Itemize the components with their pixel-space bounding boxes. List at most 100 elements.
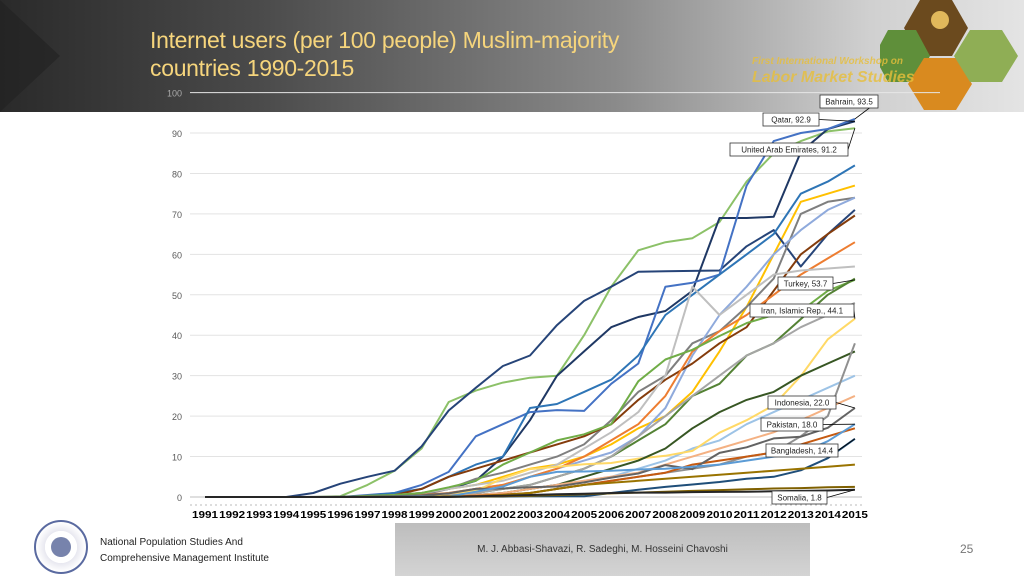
x-tick-label: 2005 [571, 509, 597, 521]
callout-box [762, 112, 820, 127]
series-line-6 [205, 164, 856, 498]
callout-pakistan: Pakistan, 18.0 [760, 417, 855, 432]
callout-leader-line [826, 489, 856, 498]
callout-bahrain: Bahrain, 93.5 [819, 94, 879, 120]
authors: M. J. Abbasi-Shavazi, R. Sadeghi, M. Hos… [477, 544, 728, 555]
callout-label: Indonesia, 22.0 [775, 399, 830, 408]
y-tick-label: 30 [172, 372, 182, 382]
x-tick-label: 2007 [625, 509, 651, 521]
callout-box [777, 276, 834, 291]
y-tick-label: 20 [172, 412, 182, 422]
x-tick-label: 2003 [517, 509, 543, 521]
y-tick-label: 80 [172, 169, 182, 179]
callout-qatar: Qatar, 92.9 [762, 112, 855, 127]
callout-box [767, 395, 837, 410]
x-tick-label: 1994 [273, 509, 299, 521]
series-line-11 [205, 265, 855, 498]
slide-title: Internet users (per 100 people) Muslim-m… [150, 26, 619, 82]
callout-leader-line [837, 438, 856, 451]
callout-label: Qatar, 92.9 [771, 116, 811, 125]
y-tick-label: 100 [167, 89, 182, 99]
x-tick-label: 2015 [842, 509, 868, 521]
callout-box [760, 417, 824, 432]
workshop-photo-hexagons [880, 0, 1018, 110]
callout-box [749, 303, 855, 318]
x-tick-label: 2012 [761, 509, 787, 521]
y-axis-ticks: 0 10 20 30 40 50 60 70 80 90 100 [167, 89, 182, 503]
series-line-1 [205, 184, 856, 498]
page-number: 25 [960, 542, 974, 556]
y-tick-label: 40 [172, 331, 182, 341]
x-tick-label: 2009 [679, 509, 705, 521]
hexagon-worker-photo [908, 58, 972, 110]
x-tick-label: 2014 [815, 509, 841, 521]
brand-line-2: Labor Market Studies [752, 69, 915, 86]
callout-label: Turkey, 53.7 [784, 280, 828, 289]
x-tick-label: 1993 [246, 509, 272, 521]
header-chevron-decoration [0, 0, 60, 112]
data-callouts: United Arab Emirates, 91.2 Qatar, 92.9 Bah… [729, 94, 879, 505]
footer-authors-box: M. J. Abbasi-Shavazi, R. Sadeghi, M. Hos… [395, 523, 810, 576]
y-tick-label: 90 [172, 129, 182, 139]
y-tick-label: 70 [172, 210, 182, 220]
x-axis-ticks: 1991 1992 1993 1994 1995 1996 1997 1998 1999 2000… [192, 509, 868, 521]
callout-box [765, 443, 839, 458]
y-tick-label: 10 [172, 453, 182, 463]
callout-label: Bahrain, 93.5 [825, 98, 873, 107]
hexagon-green-photo [954, 30, 1018, 82]
x-tick-label: 2001 [463, 509, 489, 521]
x-tick-label: 2004 [544, 509, 570, 521]
series-line-somalia [205, 488, 855, 498]
workshop-brand: First International Workshop on Labor Ma… [752, 56, 915, 87]
callout-label: Iran, Islamic Rep., 44.1 [761, 307, 844, 316]
callout-box [771, 490, 828, 505]
series-line-pakistan [205, 423, 856, 498]
callout-turkey: Turkey, 53.7 [777, 276, 855, 291]
x-tick-label: 1992 [219, 509, 245, 521]
callout-box [819, 94, 879, 109]
x-tick-label: 2006 [598, 509, 624, 521]
series-line-18 [205, 394, 856, 498]
x-tick-label: 2011 [734, 509, 760, 521]
institute-name: National Population Studies And Comprehe… [100, 535, 269, 567]
y-tick-label: 50 [172, 291, 182, 301]
slide-header: Internet users (per 100 people) Muslim-m… [0, 0, 1024, 112]
callout-leader-line [847, 128, 856, 150]
x-tick-label: 1996 [327, 509, 353, 521]
series-line-3 [205, 209, 856, 498]
series-line-16 [205, 350, 856, 498]
callout-leader-line [832, 279, 855, 284]
callout-label: Pakistan, 18.0 [767, 421, 818, 430]
callout-iran-islamic-rep-: Iran, Islamic Rep., 44.1 [749, 303, 856, 319]
institute-line-2: Comprehensive Management Institute [100, 553, 269, 564]
callout-united-arab-emirates: United Arab Emirates, 91.2 [729, 128, 856, 157]
x-tick-label: 1991 [192, 509, 218, 521]
series-lines [205, 117, 856, 498]
callout-indonesia: Indonesia, 22.0 [767, 395, 856, 410]
callout-leader-line [835, 402, 856, 409]
callout-bangladesh: Bangladesh, 14.4 [765, 438, 856, 458]
x-tick-label: 2013 [788, 509, 814, 521]
x-tick-label: 1998 [382, 509, 408, 521]
institute-logo [34, 520, 88, 574]
x-tick-label: 2008 [652, 509, 678, 521]
y-tick-label: 0 [177, 493, 182, 503]
brand-line-1: First International Workshop on [752, 56, 903, 67]
callout-label: United Arab Emirates, 91.2 [741, 146, 837, 155]
institute-line-1: National Population Studies And [100, 537, 243, 548]
callout-label: Bangladesh, 14.4 [771, 447, 834, 456]
y-tick-label: 60 [172, 250, 182, 260]
x-tick-label: 1997 [354, 509, 380, 521]
callout-somalia: Somalia, 1.8 [771, 489, 856, 505]
x-tick-label: 2010 [707, 509, 733, 521]
x-tick-label: 1995 [300, 509, 326, 521]
x-tick-label: 2002 [490, 509, 516, 521]
x-tick-label: 1999 [409, 509, 435, 521]
title-line-1: Internet users (per 100 people) Muslim-m… [150, 27, 620, 53]
callout-label: Somalia, 1.8 [777, 494, 822, 503]
x-tick-label: 2000 [436, 509, 462, 521]
title-line-2: countries 1990-2015 [150, 55, 355, 81]
callout-box [729, 142, 849, 157]
callout-leader-line [818, 119, 855, 122]
